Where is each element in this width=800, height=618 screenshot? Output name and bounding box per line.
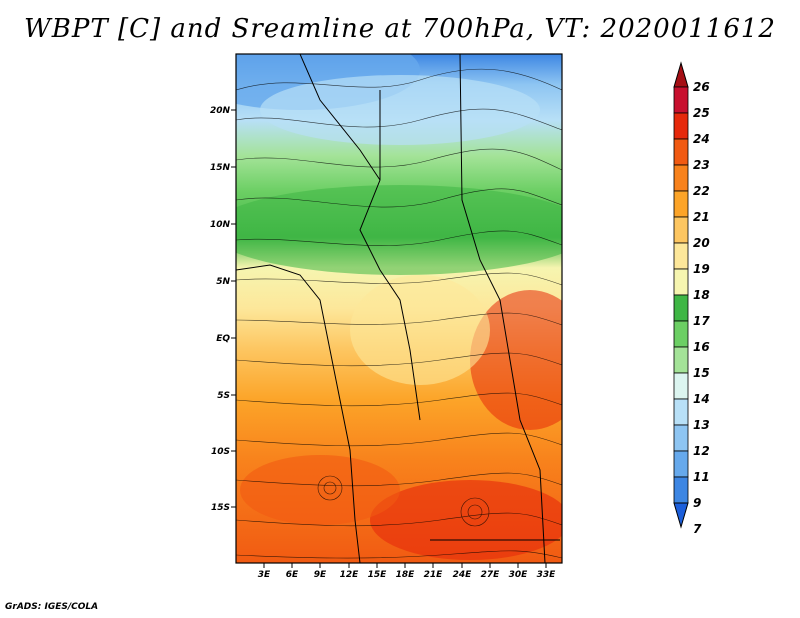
- colorbar-swatch: [673, 476, 689, 504]
- colorbar-label: 26: [693, 80, 710, 94]
- lon-label: 18E: [396, 570, 416, 580]
- lon-label: 9E: [314, 570, 327, 580]
- colorbar-label: 25: [693, 106, 710, 120]
- lon-label: 12E: [340, 570, 360, 580]
- colorbar-label: 19: [693, 262, 710, 276]
- colorbar-label: 15: [693, 366, 710, 380]
- colorbar-label: 14: [693, 392, 710, 406]
- green-band: [236, 185, 562, 275]
- colorbar: 26 25 24 23 22 21 20 19 18 17 16 15 14 13 12 11 9 7: [673, 61, 710, 536]
- lat-label: 5S: [217, 391, 230, 401]
- lon-label: 6E: [286, 570, 299, 580]
- lon-label: 3E: [258, 570, 271, 580]
- colorbar-swatch: [673, 242, 689, 270]
- lat-label: 15S: [211, 503, 230, 513]
- colorbar-label: 16: [693, 340, 710, 354]
- colorbar-label: 9: [693, 496, 701, 510]
- colorbar-label: 12: [693, 444, 710, 458]
- streamlines: [236, 68, 562, 559]
- colorbar-swatch: [673, 424, 689, 452]
- colorbar-swatch: [673, 216, 689, 244]
- colorbar-arrow-bottom: [673, 502, 689, 529]
- colorbar-swatch: [673, 190, 689, 218]
- colorbar-swatch: [673, 372, 689, 400]
- lat-label: 10S: [211, 447, 230, 457]
- map-frame: [235, 53, 563, 564]
- colorbar-label: 11: [693, 470, 710, 484]
- colorbar-swatch: [673, 86, 689, 114]
- colorbar-label: 18: [693, 288, 710, 302]
- colorbar-label: 20: [693, 236, 710, 250]
- colorbar-arrow-top: [673, 61, 689, 88]
- grads-credit: GrADS: IGES/COLA: [5, 602, 99, 612]
- lat-label: EQ: [216, 334, 230, 344]
- colorbar-label: 17: [693, 314, 710, 328]
- lat-label: 20N: [210, 106, 231, 116]
- country-borders: [236, 54, 560, 563]
- latitude-axis: 20N 15N 10N 5N EQ 5S 10S 15S: [210, 106, 236, 513]
- map-title: WBPT [C] and Sreamline at 700hPa, VT: 20…: [24, 14, 776, 44]
- colorbar-swatch: [673, 138, 689, 166]
- warm-core-west: [240, 455, 400, 525]
- colorbar-swatch: [673, 346, 689, 374]
- warm-core-south: [370, 480, 562, 560]
- colorbar-swatch: [673, 320, 689, 348]
- cool-region: [260, 75, 540, 145]
- colorbar-label: 7: [693, 522, 702, 536]
- colorbar-swatch: [673, 294, 689, 322]
- colorbar-label: 23: [693, 158, 710, 172]
- colorbar-swatch: [673, 268, 689, 296]
- longitude-axis: 3E 6E 9E 12E 15E 18E 21E 24E 27E 30E 33E: [258, 563, 556, 580]
- lon-label: 21E: [424, 570, 444, 580]
- colorbar-swatch: [673, 164, 689, 192]
- warm-core-east: [470, 290, 562, 430]
- colorbar-swatch: [673, 398, 689, 426]
- lat-label: 10N: [210, 220, 231, 230]
- lat-label: 15N: [210, 163, 231, 173]
- pale-tongue: [350, 275, 490, 385]
- colorbar-label: 22: [693, 184, 710, 198]
- lon-label: 15E: [368, 570, 388, 580]
- map-panel: [236, 54, 562, 563]
- colorbar-label: 21: [693, 210, 710, 224]
- lon-label: 27E: [481, 570, 501, 580]
- lon-label: 24E: [453, 570, 473, 580]
- lon-label: 33E: [537, 570, 557, 580]
- colorbar-label: 13: [693, 418, 710, 432]
- lon-label: 30E: [509, 570, 529, 580]
- colorbar-swatch: [673, 450, 689, 478]
- colorbar-swatch: [673, 112, 689, 140]
- colorbar-label: 24: [693, 132, 710, 146]
- lat-label: 5N: [216, 277, 230, 287]
